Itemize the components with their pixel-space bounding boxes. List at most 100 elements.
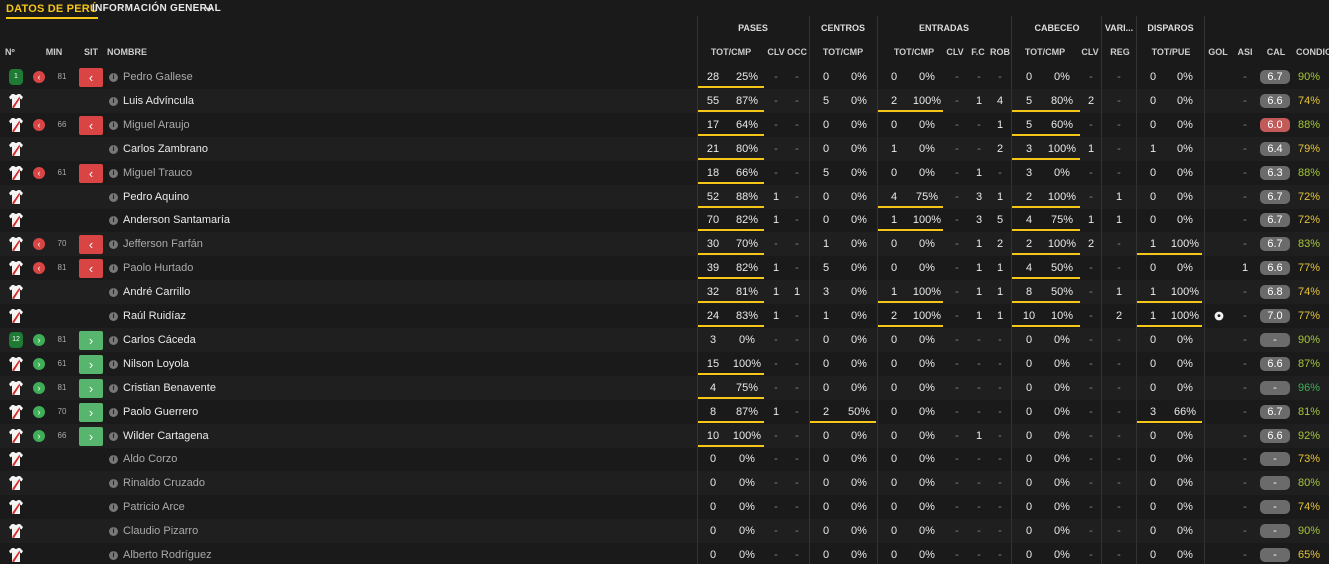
shirt-icon	[8, 428, 24, 444]
table-row[interactable]: i Anderson Santamaría 70 82% 1-0 0% 1 100% -3 5 4 7…	[0, 208, 1329, 232]
info-icon[interactable]: i	[109, 120, 118, 130]
table-row[interactable]: 12 › 81 › i Carlos Cáceda 3 0% - -0 0% 0 0% - - -0 0% - -0…	[0, 327, 1329, 352]
column-header[interactable]: MIN	[45, 47, 63, 57]
rating-badge: 6.6	[1260, 356, 1290, 371]
table-row[interactable]: ‹ 61 ‹ i Miguel Trauco 18 66% - - 5 0% 0 0% - 1 - 3 0% - - 0…	[0, 161, 1329, 185]
column-header[interactable]: TOT/CMP	[893, 47, 935, 57]
table-row[interactable]: i Rinaldo Cruzado 0 0% - -0 0% 0 0% - - -0 0% - -0 0% - -…	[0, 471, 1329, 496]
tab-team-stats[interactable]: DATOS DE PERÚ	[6, 3, 99, 19]
column-header[interactable]: TOT/CMP	[1024, 47, 1066, 57]
column-header[interactable]: NOMBRE	[107, 47, 147, 57]
info-icon[interactable]: i	[109, 383, 118, 393]
column-header[interactable]: TOT/PUE	[1151, 47, 1191, 57]
table-row[interactable]: › 61 › i Nilson Loyola 15 100% - -0 0% 0 0% - - -0 0% - -…	[0, 352, 1329, 376]
tackles-bar	[877, 325, 943, 327]
info-icon[interactable]: i	[109, 240, 118, 250]
table-row[interactable]: i Alberto Rodríguez 0 0% - - 0 0% 0 0% - - - 0 0% - - 0 0%…	[0, 543, 1329, 564]
table-row[interactable]: i André Carrillo 32 81% 1 1 3 0% 1 100% -1 1 8 50% -1 1…	[0, 280, 1329, 305]
player-name[interactable]: Pedro Aquino	[123, 190, 190, 203]
info-icon[interactable]: i	[109, 216, 118, 226]
column-header[interactable]: ASI	[1237, 47, 1253, 57]
table-row[interactable]: i Carlos Zambrano 21 80% - - 0 0% 1 0% - - 2 3 100% 1 - 1…	[0, 136, 1329, 161]
player-name[interactable]: Wilder Cartagena	[123, 429, 209, 442]
player-name[interactable]: Carlos Zambrano	[123, 142, 208, 155]
player-name[interactable]: Rinaldo Cruzado	[123, 477, 205, 490]
column-header[interactable]: CONDIC.	[1296, 47, 1329, 57]
group-header[interactable]: VARI...	[1104, 23, 1134, 33]
table-row[interactable]: ‹ 66 ‹ i Miguel Araujo 17 64% - - 0 0% 0 0% - - 1 5 60% - -…	[0, 113, 1329, 137]
player-name[interactable]: Jefferson Farfán	[123, 238, 203, 251]
player-name[interactable]: Raúl Ruidíaz	[123, 310, 186, 322]
table-row[interactable]: › 70 › i Paolo Guerrero 8 87% 1 - 2 50% 0 0% - - - 0 0% - -…	[0, 400, 1329, 424]
group-header[interactable]: ENTRADAS	[918, 23, 969, 33]
passes-chances: -	[795, 262, 799, 275]
tackles-pct: 0%	[919, 501, 935, 514]
table-row[interactable]: i Luis Advíncula 55 87% - -5 0% 2 100% -1 4 5 80% 2-0…	[0, 88, 1329, 113]
player-name[interactable]: Paolo Guerrero	[123, 405, 199, 418]
table-row[interactable]: ‹ 70 ‹ i Jefferson Farfán 30 70% - -1 0% 0 0% -1 2 2 10…	[0, 232, 1329, 257]
info-icon[interactable]: i	[109, 431, 118, 441]
table-row[interactable]: › 66 › i Wilder Cartagena 10 100% - -0 0% 0 0% -1-0 0…	[0, 423, 1329, 448]
view-selector[interactable]: INFORMACIÓN GENERAL	[92, 3, 222, 14]
interceptions: 1	[996, 262, 1004, 275]
table-row[interactable]: i Aldo Corzo 0 0% - -0 0% 0 0% - - -0 0% - -0 0% - -73%	[0, 447, 1329, 471]
player-name[interactable]: Aldo Corzo	[123, 453, 178, 466]
info-icon[interactable]: i	[109, 551, 118, 560]
column-header[interactable]: SIT	[83, 47, 98, 57]
player-name[interactable]: Luis Advíncula	[123, 94, 194, 107]
player-name[interactable]: Pedro Gallese	[123, 71, 193, 83]
group-header[interactable]: PASES	[738, 23, 768, 33]
player-name[interactable]: Miguel Trauco	[123, 166, 193, 179]
info-icon[interactable]: i	[109, 192, 118, 202]
table-row[interactable]: ‹ 81 ‹ i Paolo Hurtado 39 82% 1-5 0% 0 0% -1 1 4 50% - -…	[0, 256, 1329, 280]
assists: -	[1243, 310, 1247, 322]
player-name[interactable]: Patricio Arce	[123, 501, 185, 514]
group-header[interactable]: DISPAROS	[1147, 23, 1194, 33]
info-icon[interactable]: i	[109, 479, 118, 489]
info-icon[interactable]: i	[109, 455, 118, 465]
table-row[interactable]: i Patricio Arce 0 0% - -0 0% 0 0% - - -0 0% - -0 0% - -74…	[0, 495, 1329, 519]
player-name[interactable]: Carlos Cáceda	[123, 333, 196, 346]
info-icon[interactable]: i	[109, 312, 118, 321]
table-row[interactable]: › 81 › i Cristian Benavente 4 75% - -0 0% 0 0% - - -0 0…	[0, 375, 1329, 400]
info-icon[interactable]: i	[109, 73, 118, 82]
table-row[interactable]: 1 ‹ 81 ‹ i Pedro Gallese 28 25% - - 0 0% 0 0% - - - 0 0% - -…	[0, 65, 1329, 89]
info-icon[interactable]: i	[109, 335, 118, 345]
column-header[interactable]: ROB	[990, 47, 1010, 57]
player-name[interactable]: Cristian Benavente	[123, 381, 216, 394]
group-header[interactable]: CENTROS	[820, 23, 865, 33]
info-icon[interactable]: i	[109, 527, 118, 537]
player-name[interactable]: André Carrillo	[123, 286, 191, 299]
info-icon[interactable]: i	[109, 359, 118, 369]
column-header[interactable]: REG	[1110, 47, 1130, 57]
column-header[interactable]: F.C	[971, 47, 985, 57]
column-header[interactable]: GOL	[1208, 47, 1228, 57]
info-icon[interactable]: i	[109, 96, 118, 106]
chevron-down-icon[interactable]	[204, 4, 214, 14]
player-name[interactable]: Anderson Santamaría	[123, 214, 231, 227]
player-name[interactable]: Alberto Rodríguez	[123, 549, 212, 561]
info-icon[interactable]: i	[109, 407, 118, 417]
column-header[interactable]: OCC	[787, 47, 807, 57]
table-row[interactable]: i Pedro Aquino 52 88% 1-0 0% 4 75% -3 1 2 100% -1 0 0%…	[0, 184, 1329, 209]
info-icon[interactable]: i	[109, 503, 118, 513]
column-header[interactable]: CLV	[946, 47, 964, 57]
player-name[interactable]: Miguel Araujo	[123, 118, 190, 131]
shirt-icon	[8, 189, 24, 205]
info-icon[interactable]: i	[109, 288, 118, 298]
column-header[interactable]: CAL	[1266, 47, 1286, 57]
column-header[interactable]: TOT/CMP	[710, 47, 752, 57]
column-header[interactable]: TOT/CMP	[822, 47, 864, 57]
table-row[interactable]: i Raúl Ruidíaz 24 83% 1-1 0% 2 100% -1 1 10 10% -2 1 1…	[0, 304, 1329, 328]
group-header[interactable]: CABECEO	[1034, 23, 1080, 33]
info-icon[interactable]: i	[109, 144, 118, 154]
table-row[interactable]: i Claudio Pizarro 0 0% - -0 0% 0 0% - - -0 0% - -0 0% - -…	[0, 519, 1329, 544]
info-icon[interactable]: i	[109, 168, 118, 178]
info-icon[interactable]: i	[109, 264, 118, 274]
column-header[interactable]: Nº	[5, 47, 15, 57]
player-name[interactable]: Nilson Loyola	[123, 357, 190, 370]
player-name[interactable]: Paolo Hurtado	[123, 262, 194, 275]
player-name[interactable]: Claudio Pizarro	[123, 525, 199, 538]
column-header[interactable]: CLV	[1081, 47, 1099, 57]
column-header[interactable]: CLV	[767, 47, 785, 57]
